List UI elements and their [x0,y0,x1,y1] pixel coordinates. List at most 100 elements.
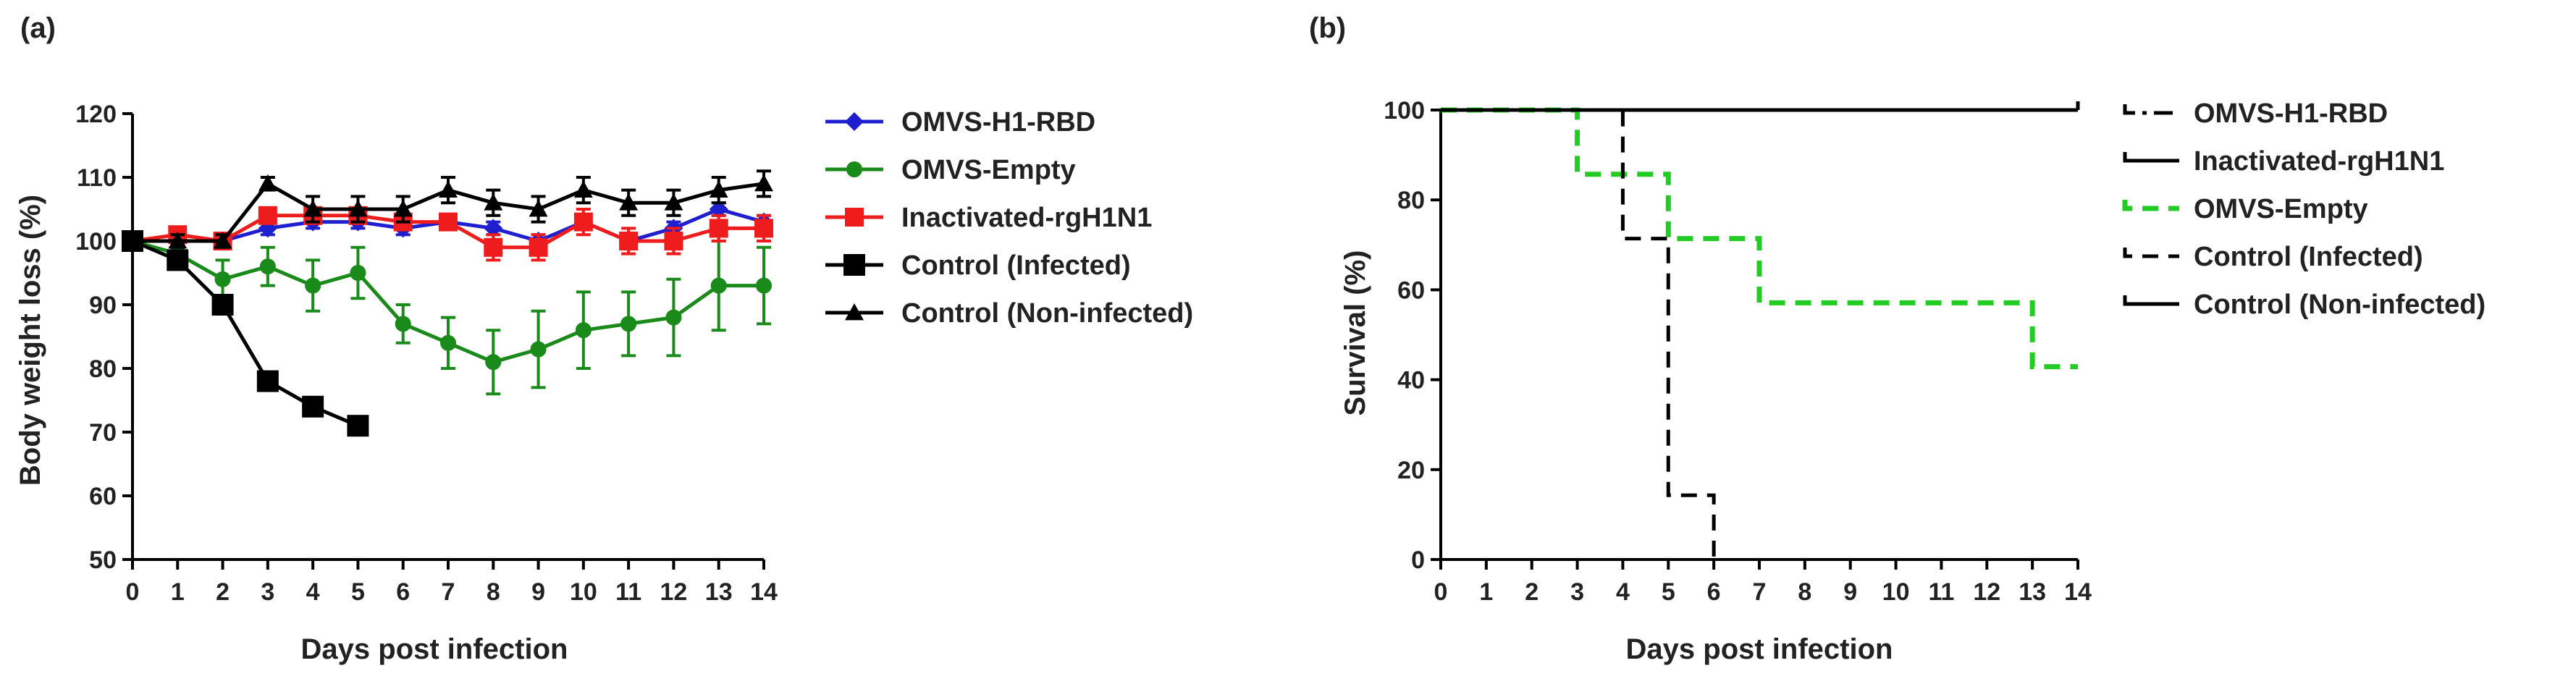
legend-label: Inactivated-rgH1N1 [2194,146,2444,177]
data-point [573,212,593,232]
data-point [256,370,279,392]
data-point [167,249,189,271]
data-point [619,232,639,250]
data-point [754,219,773,238]
x-tick-label: 5 [1662,578,1675,606]
legend-label: Control (Non-infected) [2194,290,2485,320]
data-point [214,271,231,287]
legend-item-inactivated-rgh1n1: Inactivated-rgH1N1 [2123,146,2444,177]
x-tick-label: 1 [1479,578,1493,606]
y-tick-label: 60 [1397,276,1425,304]
legend-swatch-line [2123,152,2179,163]
data-point [709,200,728,219]
x-tick-label: 4 [1616,578,1630,606]
y-tick-label: 40 [1397,367,1425,394]
legend-label: Control (Infected) [2194,242,2423,272]
panel-a-y-axis-title: Body weight loss (%) [14,195,46,486]
y-tick-label: 120 [75,101,117,128]
data-point [754,174,773,192]
y-tick-label: 100 [1384,97,1425,124]
data-point [168,232,188,249]
x-tick-label: 8 [487,578,500,606]
survival-step-line [1441,108,1716,560]
legend-swatch-marker [845,208,864,227]
y-tick-label: 60 [89,483,117,510]
legend-swatch-line [2123,295,2179,306]
panel-label-a: (a) [20,12,56,44]
legend-label: OMVS-H1-RBD [2194,98,2388,129]
y-tick-label: 110 [77,164,117,192]
y-tick-label: 80 [89,355,117,383]
x-tick-label: 14 [750,578,778,606]
x-tick-label: 9 [1843,578,1857,606]
legend-swatch-line [2123,248,2179,258]
x-tick-label: 6 [1707,578,1721,606]
panel-a-x-axis-title: Days post infection [301,633,568,665]
data-point [305,277,321,294]
x-tick-label: 7 [1753,578,1767,606]
x-tick-label: 3 [261,578,274,606]
legend-item-control-infected: Control (Infected) [825,250,1131,281]
legend-swatch-marker [845,112,864,131]
x-tick-label: 6 [396,578,410,606]
series-line [132,239,359,428]
data-point [439,212,458,232]
data-point [213,232,232,249]
x-tick-label: 4 [306,578,320,606]
data-point [664,232,683,250]
data-point [485,354,502,371]
data-point [348,200,368,217]
data-point [664,193,683,211]
data-point [439,334,457,351]
series-control-infected [122,230,369,437]
data-point [709,180,728,198]
x-tick-label: 1 [171,578,185,606]
panel-a-series [122,169,773,437]
data-point [211,294,234,316]
y-tick-label: 100 [75,228,117,256]
y-tick-label: 90 [89,292,117,319]
data-point [439,180,458,198]
data-point [573,180,593,198]
data-point [484,193,503,211]
x-tick-label: 12 [660,578,688,606]
data-point [575,322,592,339]
legend-item-control-non-infected: Control (Non-infected) [2123,290,2485,320]
data-point [529,200,548,217]
legend-item-control-infected: Control (Infected) [2123,242,2423,272]
x-tick-label: 9 [531,578,545,606]
y-tick-label: 20 [1397,457,1425,484]
data-point [709,219,728,238]
legend-label: Control (Infected) [901,250,1131,281]
y-tick-label: 80 [1397,187,1425,214]
panel-b-series [1441,101,2080,560]
series-omvs-empty [1441,107,2078,370]
data-point [620,316,637,332]
legend-item-omvs-h1-rbd: OMVS-H1-RBD [825,107,1095,138]
legend-label: OMVS-H1-RBD [901,107,1095,138]
x-tick-label: 8 [1798,578,1811,606]
data-point [302,395,324,418]
data-point [755,277,773,294]
legend-swatch-marker [845,303,864,321]
data-point [395,316,411,332]
data-point [484,219,503,238]
legend-item-omvs-h1-rbd: OMVS-H1-RBD [2123,98,2388,129]
data-point [350,264,366,282]
data-point [665,309,682,326]
data-point [259,258,276,275]
x-tick-label: 13 [705,578,733,606]
legend-item-omvs-empty: OMVS-Empty [2122,194,2368,224]
x-tick-label: 0 [126,578,140,606]
data-point [258,174,277,192]
data-point [258,206,277,225]
x-tick-label: 7 [442,578,455,606]
legend-label: Control (Non-infected) [901,298,1193,329]
panel-b-legend: OMVS-H1-RBD Inactivated-rgH1N1 OMVS-Empty C… [2122,98,2485,320]
data-point [303,200,323,217]
series-control-infected [1441,108,1716,560]
legend-label: OMVS-Empty [901,155,1076,185]
